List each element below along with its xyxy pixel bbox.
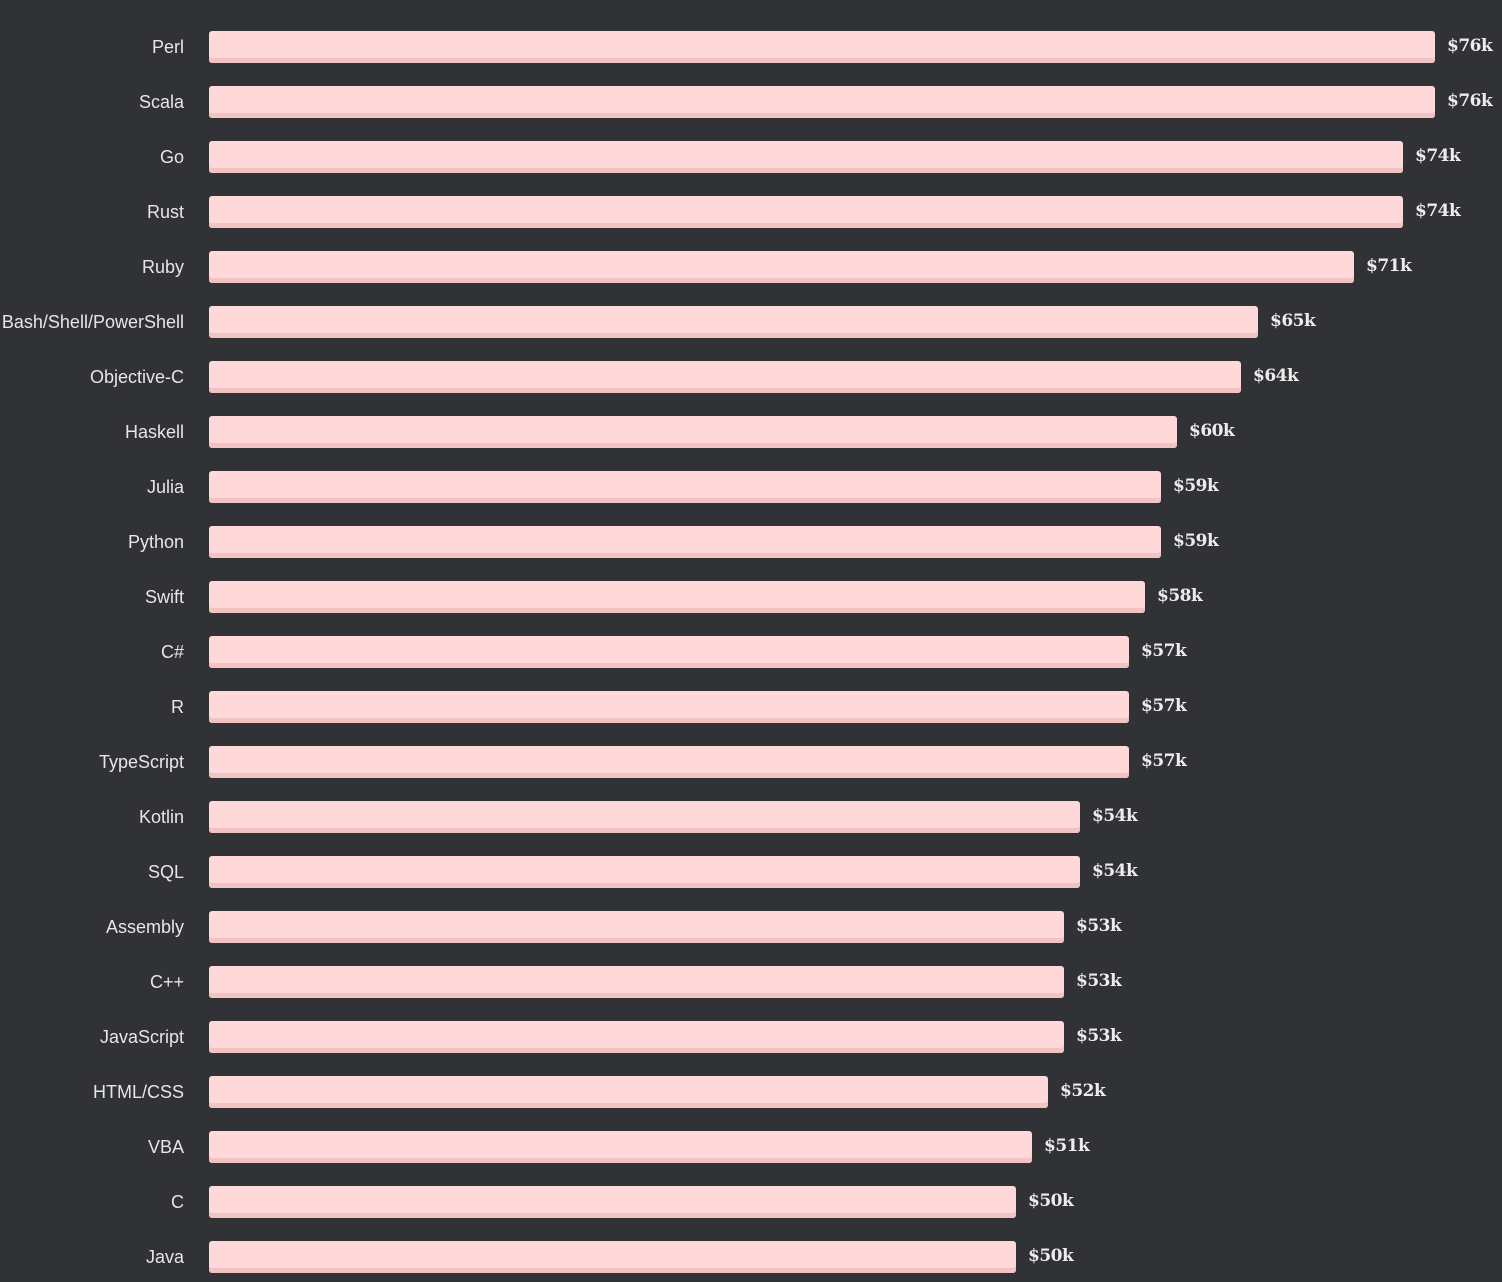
category-label: Python [127, 532, 184, 552]
value-label: $54k [1092, 861, 1138, 881]
category-label: Julia [146, 477, 184, 497]
value-label: $74k [1415, 146, 1461, 166]
category-label: Bash/Shell/PowerShell [1, 312, 184, 332]
bar [209, 1076, 1048, 1108]
category-label: Objective-C [89, 367, 184, 387]
value-label: $59k [1173, 476, 1219, 496]
bar [209, 691, 1129, 723]
value-label: $52k [1060, 1081, 1106, 1101]
bar [209, 306, 1258, 338]
category-label: Scala [138, 92, 184, 112]
bar [209, 141, 1403, 173]
value-label: $71k [1366, 256, 1412, 276]
bar [209, 526, 1161, 558]
category-label: C [171, 1192, 184, 1212]
bar [209, 1241, 1016, 1273]
value-label: $60k [1189, 421, 1235, 441]
bar [209, 361, 1241, 393]
bar [209, 251, 1354, 283]
category-label: Rust [146, 202, 184, 222]
category-label: Haskell [124, 422, 184, 442]
bar [209, 856, 1080, 888]
bar [209, 196, 1403, 228]
category-label: Kotlin [138, 807, 184, 827]
value-label: $65k [1270, 311, 1316, 331]
bar [209, 911, 1064, 943]
category-label: Swift [144, 587, 184, 607]
value-label: $51k [1044, 1136, 1090, 1156]
category-label: HTML/CSS [92, 1082, 184, 1102]
value-label: $50k [1028, 1191, 1074, 1211]
bar [209, 1021, 1064, 1053]
bar [209, 86, 1435, 118]
value-label: $53k [1076, 971, 1122, 991]
category-label: TypeScript [98, 752, 184, 772]
value-label: $59k [1173, 531, 1219, 551]
value-label: $74k [1415, 201, 1461, 221]
value-label: $54k [1092, 806, 1138, 826]
category-label: Perl [151, 37, 184, 57]
category-label: Ruby [141, 257, 184, 277]
category-label: Assembly [105, 917, 184, 937]
bar [209, 966, 1064, 998]
bar [209, 1131, 1032, 1163]
bar [209, 31, 1435, 63]
category-label: SQL [147, 862, 184, 882]
category-label: C# [160, 642, 184, 662]
bar [209, 636, 1129, 668]
bar [209, 416, 1177, 448]
bar [209, 1186, 1016, 1218]
bar [209, 581, 1145, 613]
category-label: Go [159, 147, 184, 167]
value-label: $57k [1141, 696, 1187, 716]
value-label: $64k [1253, 366, 1299, 386]
category-label: C++ [149, 972, 184, 992]
value-label: $76k [1447, 36, 1493, 56]
category-label: R [171, 697, 184, 717]
category-label: JavaScript [99, 1027, 184, 1047]
category-label: VBA [147, 1137, 184, 1157]
value-label: $53k [1076, 1026, 1122, 1046]
bar [209, 801, 1080, 833]
value-label: $57k [1141, 641, 1187, 661]
value-label: $58k [1157, 586, 1203, 606]
value-label: $57k [1141, 751, 1187, 771]
bar [209, 471, 1161, 503]
bar [209, 746, 1129, 778]
value-label: $53k [1076, 916, 1122, 936]
value-label: $50k [1028, 1246, 1074, 1266]
category-label: Java [145, 1247, 184, 1267]
value-label: $76k [1447, 91, 1493, 111]
